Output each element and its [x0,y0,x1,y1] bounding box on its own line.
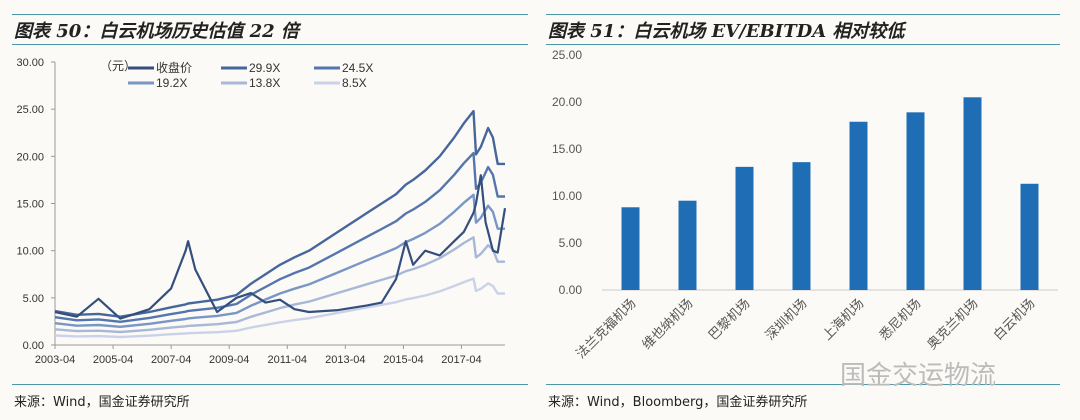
right-bottom-rule [546,384,1060,385]
x-category-label: 奥克兰机场 [924,296,981,353]
x-category-label: 白云机场 [990,296,1037,343]
x-tick-label: 2007-04 [151,354,191,366]
series-line-8.5X [54,277,505,339]
bar-深圳机场 [792,162,811,290]
y-tick-label: 25.00 [552,48,582,62]
x-category-label: 巴黎机场 [705,296,752,343]
bar-维也纳机场 [678,200,697,290]
x-category-label: 悉尼机场 [876,296,923,343]
bar-奥克兰机场 [963,97,982,290]
left-source: 来源：Wind，国金证券研究所 [14,395,190,410]
y-tick-label: 10.00 [16,246,44,258]
x-category-label: 上海机场 [819,296,866,343]
series-line-13.8X [54,236,505,334]
unit-label: （元） [100,59,136,73]
x-tick-label: 2011-04 [267,354,307,366]
x-tick-label: 2013-04 [325,354,365,366]
left-title-rule [12,44,528,45]
x-tick-label: 2009-04 [209,354,249,366]
legend-label: 8.5X [342,76,367,90]
y-tick-label: 0.00 [23,340,44,352]
y-tick-label: 20.00 [552,95,582,109]
x-tick-label: 2017-04 [441,354,481,366]
left-bottom-rule [12,384,528,385]
y-tick-label: 0.00 [559,283,583,297]
y-tick-label: 25.00 [16,104,44,116]
x-category-label: 深圳机场 [762,296,809,343]
bar-白云机场 [1020,183,1039,290]
legend-label: 24.5X [342,61,373,75]
right-chart-title: 图表 51：白云机场 EV/EBITDA 相对较低 [548,21,905,42]
right-bar-chart: 0.00 5.00 10.00 15.00 20.00 25.00 法兰克福机场 维也纳机场巴… [552,48,1058,362]
right-source: 来源：Wind，Bloomberg，国金证券研究所 [548,395,808,410]
y-tick-label: 15.00 [16,199,44,211]
bar-巴黎机场 [735,166,754,290]
x-category-label: 法兰克福机场 [573,296,639,362]
legend-label: 19.2X [156,76,187,90]
y-tick-label: 5.00 [23,293,44,305]
y-tick-label: 20.00 [16,151,44,163]
legend-label: 13.8X [249,76,280,90]
series-line-19.2X [54,193,505,328]
right-top-rule [546,14,1060,15]
y-tick-label: 30.00 [16,57,44,69]
x-category-label: 维也纳机场 [639,296,696,353]
legend-label: 29.9X [249,61,280,75]
left-line-chart: 0.00 5.00 10.00 15.00 20.00 25.00 30.00 2003-04… [16,57,507,366]
y-tick-label: 10.00 [552,189,582,203]
left-chart-title: 图表 50：白云机场历史估值 22 倍 [14,21,299,42]
right-title-rule [546,44,1060,45]
series-line-29.9X [54,109,505,318]
bar-悉尼机场 [906,112,925,290]
bar-法兰克福机场 [621,207,640,290]
series-line-收盘价 [54,174,507,320]
x-tick-label: 2005-04 [93,354,133,366]
watermark: 国金交运物流 [840,361,997,391]
series-line-24.5X [54,151,505,323]
bar-上海机场 [849,121,868,291]
y-tick-label: 15.00 [552,142,582,156]
legend-label: 收盘价 [156,60,192,75]
y-tick-label: 5.00 [559,236,583,250]
left-top-rule [12,14,528,15]
x-tick-label: 2003-04 [35,354,75,366]
x-tick-label: 2015-04 [383,354,423,366]
